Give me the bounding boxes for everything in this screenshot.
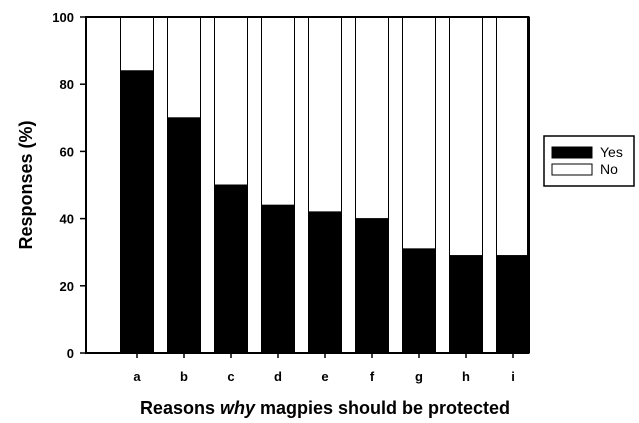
x-axis-title: Reasons why magpies should be protected [140, 398, 510, 418]
x-tick-label: h [462, 369, 470, 384]
y-tick-label: 100 [52, 10, 74, 25]
x-axis-title-part: magpies should be protected [255, 398, 510, 418]
y-tick-label: 20 [60, 279, 74, 294]
legend-box [543, 135, 635, 187]
legend-swatch-yes [551, 146, 593, 159]
x-tick-label: a [133, 369, 141, 384]
plot-frame [85, 16, 529, 354]
legend-label-no: No [600, 161, 618, 177]
x-tick-label: e [321, 369, 328, 384]
bar-yes-e [308, 211, 342, 354]
bar-no-b [167, 16, 201, 119]
bar-no-f [355, 16, 389, 220]
bar-yes-c [214, 184, 248, 354]
x-axis-title-part: why [220, 398, 256, 418]
bar-no-h [449, 16, 483, 257]
bar-no-d [261, 16, 295, 206]
bar-no-e [308, 16, 342, 213]
bar-no-c [214, 16, 248, 186]
x-tick-label: g [415, 369, 423, 384]
bar-yes-i [496, 255, 530, 354]
x-tick-label: f [370, 369, 375, 384]
y-axis-title: Responses (%) [16, 120, 36, 249]
bar-yes-a [120, 70, 154, 354]
y-tick-label: 40 [60, 212, 74, 227]
x-tick-label: d [274, 369, 282, 384]
x-tick-label: c [227, 369, 234, 384]
y-tick-label: 80 [60, 77, 74, 92]
legend-swatch-no [551, 163, 593, 176]
legend-label-yes: Yes [600, 144, 623, 160]
y-tick-label: 0 [67, 346, 74, 361]
bar-yes-b [167, 117, 201, 354]
bar-no-g [402, 16, 436, 250]
plot-area: a b c d e f g h i 0 20 40 60 80 100 [52, 10, 530, 384]
x-axis-title-part: Reasons [140, 398, 220, 418]
bar-no-i [496, 16, 530, 257]
bar-yes-f [355, 218, 389, 354]
bar-yes-h [449, 255, 483, 354]
bar-yes-d [261, 204, 295, 354]
x-tick-label: i [511, 369, 515, 384]
bar-yes-g [402, 248, 436, 354]
y-tick-label: 60 [60, 144, 74, 159]
x-tick-label: b [180, 369, 188, 384]
bar-no-a [120, 16, 154, 72]
